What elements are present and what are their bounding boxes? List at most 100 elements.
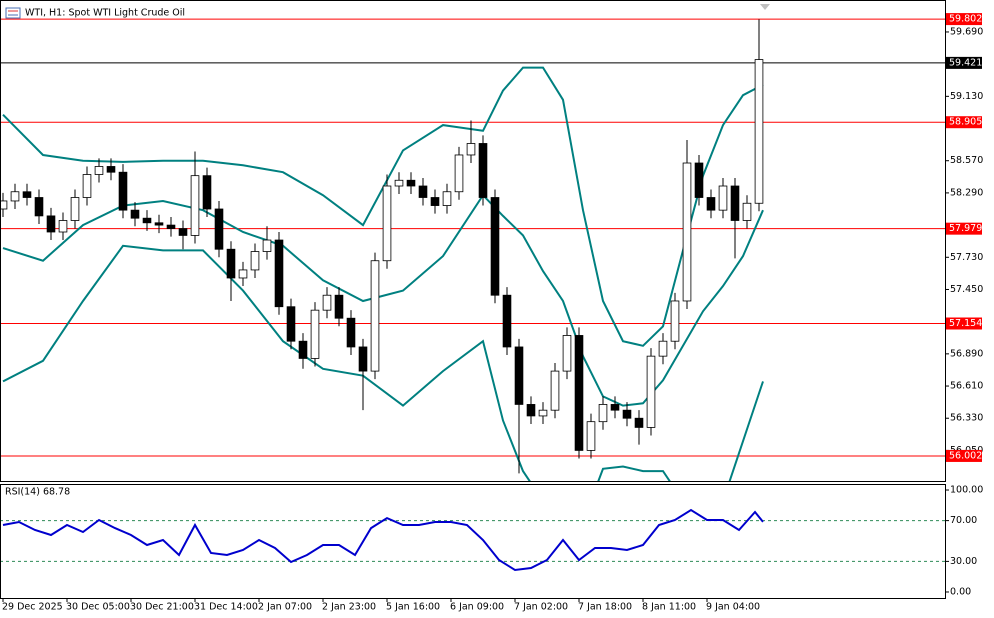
level-label-box — [946, 222, 982, 235]
candle-body — [478, 143, 488, 198]
y-tick-label: 58.290 — [950, 187, 983, 198]
candle-body — [130, 209, 140, 219]
x-tick-label: 2 Jan 07:00 — [258, 602, 312, 613]
level-label-box — [946, 56, 982, 69]
axes: 59.690 59.130 58.570 58.290 57.730 57.450 56.8… — [2, 13, 983, 613]
candle-body — [262, 239, 272, 252]
y-tick-label: 57.450 — [950, 284, 983, 295]
level-label: 58.905 — [949, 117, 982, 128]
candle-body — [670, 300, 680, 342]
candle-body — [46, 215, 56, 233]
y-tick-label: 56.610 — [950, 381, 983, 392]
x-tick-label: 30 Dec 21:00 — [130, 602, 194, 613]
candle-body — [634, 417, 644, 428]
level-label: 57.154 — [949, 318, 982, 329]
band-upper — [2, 66, 764, 347]
candle-body — [430, 197, 440, 206]
band-middle — [2, 193, 764, 407]
level-label: 56.002 — [949, 450, 982, 461]
candle-body — [730, 185, 740, 221]
y-tick-label: 59.690 — [950, 26, 983, 37]
candle-body — [718, 185, 728, 211]
candle-body — [514, 346, 524, 405]
candle-body — [598, 404, 608, 423]
rsi-y-tick-label: 30.00 — [950, 556, 977, 567]
x-tick-label: 5 Jan 16:00 — [386, 602, 440, 613]
candle-body — [538, 409, 548, 417]
candle-body — [82, 174, 92, 198]
candle-body — [586, 421, 596, 451]
chart-title: WTI, H1: Spot WTI Light Crude Oil — [25, 8, 185, 19]
candle-body — [190, 175, 200, 236]
y-tick-label: 56.890 — [950, 348, 983, 359]
x-tick-label: 7 Jan 02:00 — [514, 602, 568, 613]
candle-body — [418, 185, 428, 198]
candle-body — [286, 306, 296, 342]
x-tick-label: 29 Dec 2025 — [2, 602, 63, 613]
candle-body — [310, 309, 320, 359]
rsi-title: RSI(14) 68.78 — [5, 487, 70, 498]
candle-body — [274, 239, 284, 308]
x-tick-label: 30 Dec 05:00 — [66, 602, 130, 613]
x-tick-label: 7 Jan 18:00 — [578, 602, 632, 613]
level-label-box — [946, 116, 982, 129]
level-label-box — [946, 317, 982, 330]
candle-body — [694, 162, 704, 198]
candle-body — [334, 294, 344, 319]
level-label: 59.802 — [949, 14, 982, 25]
candle-body — [502, 294, 512, 348]
level-label: 59.421 — [949, 57, 982, 68]
candle-body — [166, 224, 176, 229]
x-tick-label: 6 Jan 09:00 — [450, 602, 504, 613]
candle-body — [154, 222, 164, 226]
main-panel — [0, 0, 946, 482]
x-tick-label: 2 Jan 23:00 — [322, 602, 376, 613]
candle-body — [118, 171, 128, 211]
candle-body — [442, 191, 452, 206]
candle-body — [742, 202, 752, 221]
x-tick-label: 31 Dec 14:00 — [194, 602, 258, 613]
rsi-plot — [1, 508, 945, 572]
candle-body — [370, 260, 380, 372]
candle-body — [142, 217, 152, 224]
candle-body — [358, 346, 368, 372]
candle-body — [550, 370, 560, 411]
candle-body — [214, 208, 224, 250]
candle-body — [754, 59, 764, 204]
candle-body — [406, 179, 416, 187]
candle-body — [622, 409, 632, 419]
candle-body — [610, 404, 620, 411]
candle-body — [346, 317, 356, 348]
level-label-box — [946, 13, 982, 26]
candle-body — [10, 191, 20, 202]
band-lower — [2, 244, 764, 481]
candle-body — [250, 251, 260, 271]
symbol-icon — [5, 7, 21, 19]
candle-body — [658, 340, 668, 357]
candle-body — [70, 197, 80, 221]
candle-body — [454, 154, 464, 193]
y-tick-label: 59.130 — [950, 91, 983, 102]
rsi-y-tick-label: 100.00 — [950, 485, 983, 496]
candle-body — [382, 185, 392, 262]
candle-body — [178, 228, 188, 236]
rsi-y-tick-label: 70.00 — [950, 515, 977, 526]
y-tick-label: 57.730 — [950, 252, 983, 263]
price-marker — [760, 4, 770, 10]
candle-body — [322, 294, 332, 311]
candle-body — [466, 143, 476, 156]
candle-body — [706, 197, 716, 211]
rsi-line — [2, 508, 764, 572]
candle-body — [682, 162, 692, 302]
candle-body — [490, 197, 500, 296]
level-label: 57.979 — [949, 223, 982, 234]
candle-body — [106, 166, 116, 173]
candle-body — [526, 404, 536, 417]
candle-body — [1, 200, 8, 210]
y-tick-label: 58.570 — [950, 155, 983, 166]
candle-body — [562, 335, 572, 372]
title-group: WTI, H1: Spot WTI Light Crude Oil — [5, 7, 185, 19]
candle-body — [58, 220, 68, 233]
candle-body — [94, 166, 104, 175]
